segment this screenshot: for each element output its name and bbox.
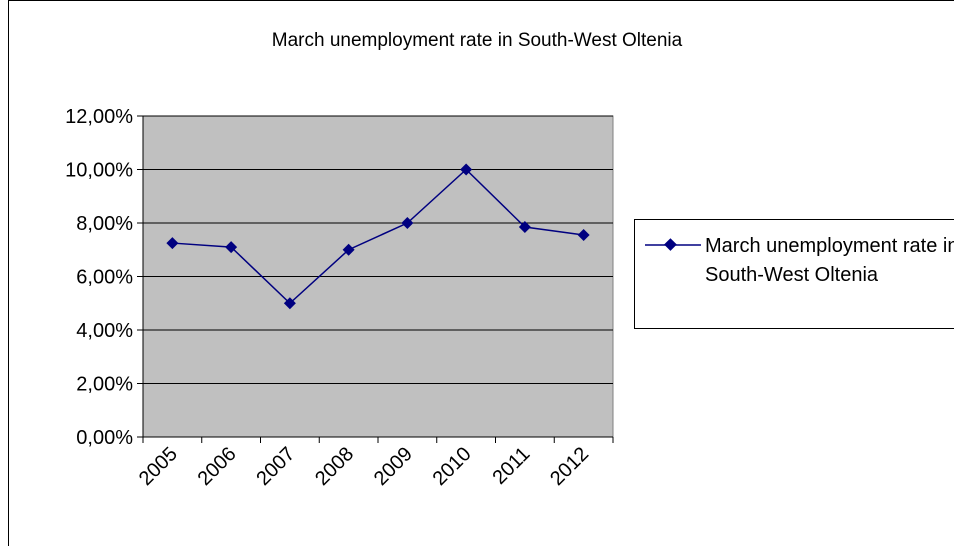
data-point xyxy=(577,229,590,242)
y-tick-label: 12,00% xyxy=(65,106,133,128)
x-tick-label: 2007 xyxy=(252,443,299,490)
chart-title: March unemployment rate in South-West Ol… xyxy=(272,30,683,51)
data-point xyxy=(166,237,179,250)
y-tick-label: 2,00% xyxy=(76,374,133,396)
plot-area: 0,00% 2,00% 4,00% 6,00% 8,00% 10,00% 12,00% 200… xyxy=(65,106,614,490)
x-tick-label: 2005 xyxy=(135,443,182,490)
data-point xyxy=(401,217,414,229)
x-tick-label: 2011 xyxy=(488,443,534,489)
x-tick-label: 2006 xyxy=(194,443,241,490)
legend-swatch xyxy=(645,238,701,251)
y-tick-label: 4,00% xyxy=(76,320,133,342)
data-point xyxy=(342,243,355,256)
series-line xyxy=(172,168,584,305)
x-tick-label: 2012 xyxy=(546,443,593,490)
legend: March unemployment rate in South-West Ol… xyxy=(634,219,954,329)
x-tick-label: 2008 xyxy=(311,443,358,490)
data-point xyxy=(460,163,473,176)
y-tick-label: 8,00% xyxy=(76,213,133,235)
data-point xyxy=(225,241,238,254)
x-tick-label: 2010 xyxy=(429,443,476,490)
y-tick-label: 6,00% xyxy=(76,267,133,289)
x-tick-label: 2009 xyxy=(370,443,417,490)
y-tick-label: 10,00% xyxy=(65,160,133,182)
y-tick-label: 0,00% xyxy=(76,427,133,449)
data-point xyxy=(283,297,296,310)
data-point xyxy=(518,221,531,234)
legend-entry-label: March unemployment rate in South-West Ol… xyxy=(705,235,954,286)
chart-frame xyxy=(8,0,954,546)
